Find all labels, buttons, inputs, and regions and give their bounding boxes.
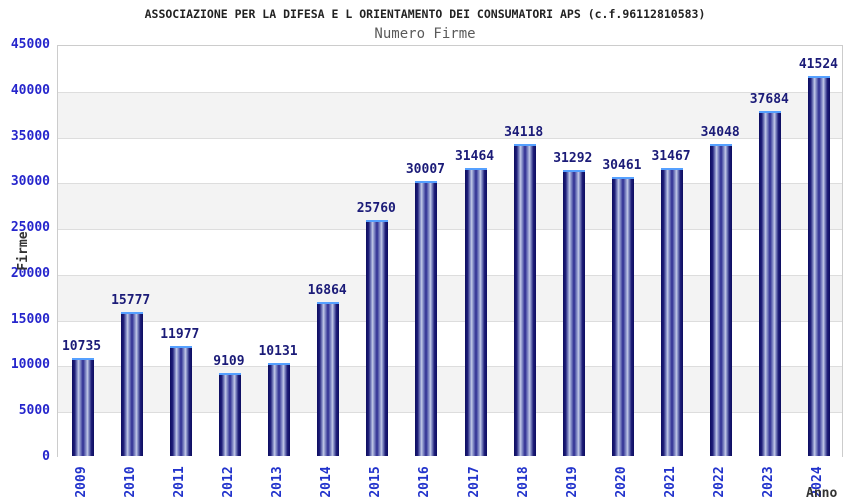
- bar: [808, 75, 831, 456]
- bar-value-label: 10735: [61, 338, 102, 354]
- plot-band: [58, 91, 842, 138]
- y-tick-label: 25000: [10, 220, 50, 236]
- y-tick-label: 30000: [10, 174, 50, 190]
- plot-area: [57, 45, 843, 458]
- bar-value-label: 30461: [602, 158, 642, 174]
- bar: [710, 144, 733, 456]
- x-tick-label: 2016: [417, 466, 433, 498]
- bar-value-label: 11977: [160, 327, 200, 343]
- bar: [366, 220, 389, 456]
- x-tick-label: 2023: [761, 466, 777, 498]
- bar-value-label: 41524: [798, 56, 838, 72]
- bar-value-label: 9109: [213, 353, 245, 369]
- y-tick-label: 40000: [10, 82, 50, 98]
- bar: [661, 167, 684, 456]
- bar-value-label: 30007: [405, 162, 445, 178]
- gridline: [58, 229, 842, 231]
- bar-value-label: 31464: [454, 148, 495, 164]
- bar-value-label: 31292: [553, 150, 593, 166]
- bar: [759, 110, 782, 456]
- x-tick-label: 2019: [564, 466, 580, 498]
- x-tick-label: 2009: [73, 466, 89, 498]
- x-tick-label: 2012: [220, 466, 236, 498]
- gridline: [58, 412, 842, 414]
- bar-value-label: 16864: [307, 282, 347, 298]
- bar: [71, 357, 94, 456]
- bar: [317, 301, 340, 456]
- bar-value-label: 37684: [749, 91, 789, 107]
- bar-value-label: 10131: [258, 344, 298, 360]
- x-tick-label: 2021: [663, 466, 679, 498]
- bar: [562, 169, 585, 456]
- bar: [120, 311, 143, 456]
- bar-value-label: 25760: [356, 201, 396, 217]
- y-axis-title: Firme: [16, 231, 31, 271]
- x-tick-label: 2011: [171, 466, 187, 498]
- y-tick-label: 35000: [10, 128, 50, 144]
- chart-subtitle: Numero Firme: [374, 26, 476, 42]
- bar-value-label: 34118: [504, 124, 544, 140]
- chart-title: ASSOCIAZIONE PER LA DIFESA E L ORIENTAME…: [144, 7, 706, 21]
- bar-value-label: 15777: [111, 292, 151, 308]
- y-tick-label: 45000: [10, 37, 50, 52]
- x-tick-label: 2017: [466, 466, 482, 498]
- y-tick-label: 10000: [10, 357, 50, 373]
- x-tick-label: 2014: [319, 466, 335, 498]
- bar: [268, 363, 291, 456]
- gridline: [58, 91, 842, 93]
- bar: [513, 143, 536, 456]
- gridline: [58, 183, 842, 185]
- y-tick-label: 5000: [18, 403, 50, 419]
- x-tick-label: 2013: [270, 466, 286, 498]
- bar-value-label: 31467: [651, 148, 691, 164]
- bar: [464, 167, 487, 456]
- gridline: [58, 320, 842, 322]
- x-tick-label: 2020: [613, 466, 629, 498]
- gridline: [58, 137, 842, 139]
- x-tick-label: 2010: [122, 466, 138, 498]
- bar: [611, 177, 634, 456]
- y-tick-label: 15000: [10, 311, 50, 327]
- gridline: [58, 366, 842, 368]
- plot-band: [58, 46, 842, 92]
- bar: [415, 181, 438, 456]
- gridline: [58, 274, 842, 276]
- x-tick-label: 2015: [368, 466, 384, 498]
- bar-value-label: 34048: [700, 125, 740, 141]
- y-tick-label: 0: [42, 449, 50, 464]
- bar: [169, 346, 192, 456]
- x-tick-label: 2022: [712, 466, 728, 498]
- bar: [218, 372, 241, 456]
- x-axis-title: Anno: [806, 486, 838, 500]
- x-tick-label: 2018: [515, 466, 531, 498]
- y-tick-label: 20000: [10, 265, 50, 281]
